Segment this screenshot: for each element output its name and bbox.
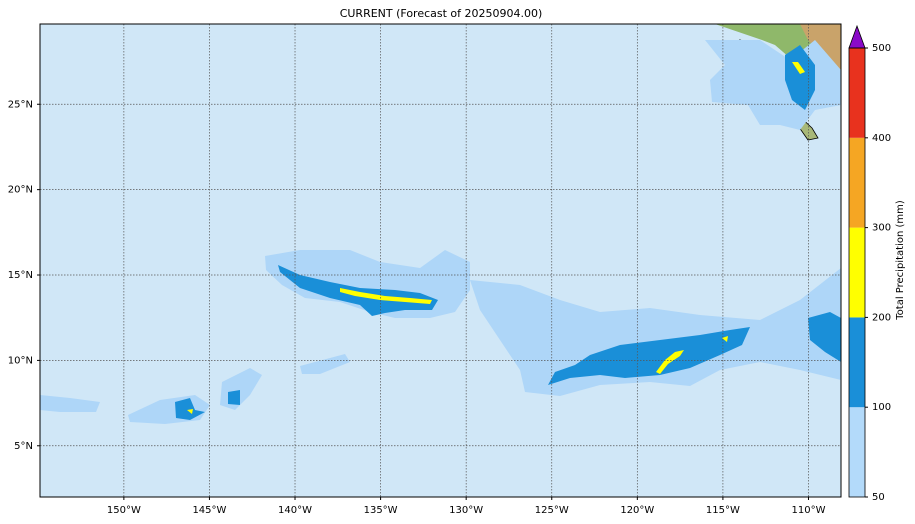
precip-area (300, 354, 350, 374)
colorbar-tick-label: 300 (872, 223, 891, 234)
map (40, 24, 841, 497)
colorbar-segment (849, 317, 865, 408)
precip-area (792, 62, 805, 74)
precip-area (278, 265, 438, 316)
precip-area (808, 312, 841, 362)
colorbar-tick-label: 100 (872, 402, 891, 413)
y-tick-label: 20°N (8, 185, 33, 196)
y-tick-label: 10°N (8, 355, 33, 366)
x-tick-label: 150°W (107, 505, 141, 516)
x-tick-label: 125°W (535, 505, 569, 516)
precip-area (656, 350, 684, 374)
precip-area (548, 327, 750, 385)
precip-area (470, 268, 841, 396)
precip-area (722, 336, 728, 342)
x-tick-label: 110°W (791, 505, 825, 516)
y-tick-label: 25°N (8, 99, 33, 110)
precip-heavy (187, 62, 805, 414)
colorbar-segment (849, 48, 865, 138)
precip-area (785, 45, 815, 110)
y-tick-label: 15°N (8, 270, 33, 281)
colorbar-segment (849, 137, 865, 228)
land (715, 24, 841, 100)
precip-area (340, 288, 432, 304)
precip-area (40, 395, 100, 412)
x-tick-label: 145°W (192, 505, 226, 516)
colorbar-frame (848, 47, 866, 498)
colorbar-tick-label: 500 (872, 43, 891, 54)
precip-area (228, 390, 240, 405)
colorbar-extension (848, 24, 866, 49)
colorbar-label: Total Precipitation (mm) (895, 200, 906, 321)
y-tick-label: 5°N (14, 441, 33, 452)
precip-medium (175, 45, 841, 420)
x-tick-label: 130°W (449, 505, 483, 516)
colorbar-tick-label: 50 (872, 492, 885, 503)
map-frame (39, 23, 842, 498)
x-tick-label: 140°W (278, 505, 312, 516)
colorbar-tick-label: 400 (872, 133, 891, 144)
map-title: CURRENT (Forecast of 20250904.00) (340, 7, 543, 20)
colorbar-segment (849, 407, 865, 497)
x-tick-label: 135°W (364, 505, 398, 516)
x-tick-label: 115°W (706, 505, 740, 516)
precip-area (175, 398, 205, 420)
colorbar-tick-label: 200 (872, 312, 891, 323)
precip-area (187, 409, 193, 414)
x-tick-label: 120°W (620, 505, 654, 516)
colorbar-segment (849, 227, 865, 318)
